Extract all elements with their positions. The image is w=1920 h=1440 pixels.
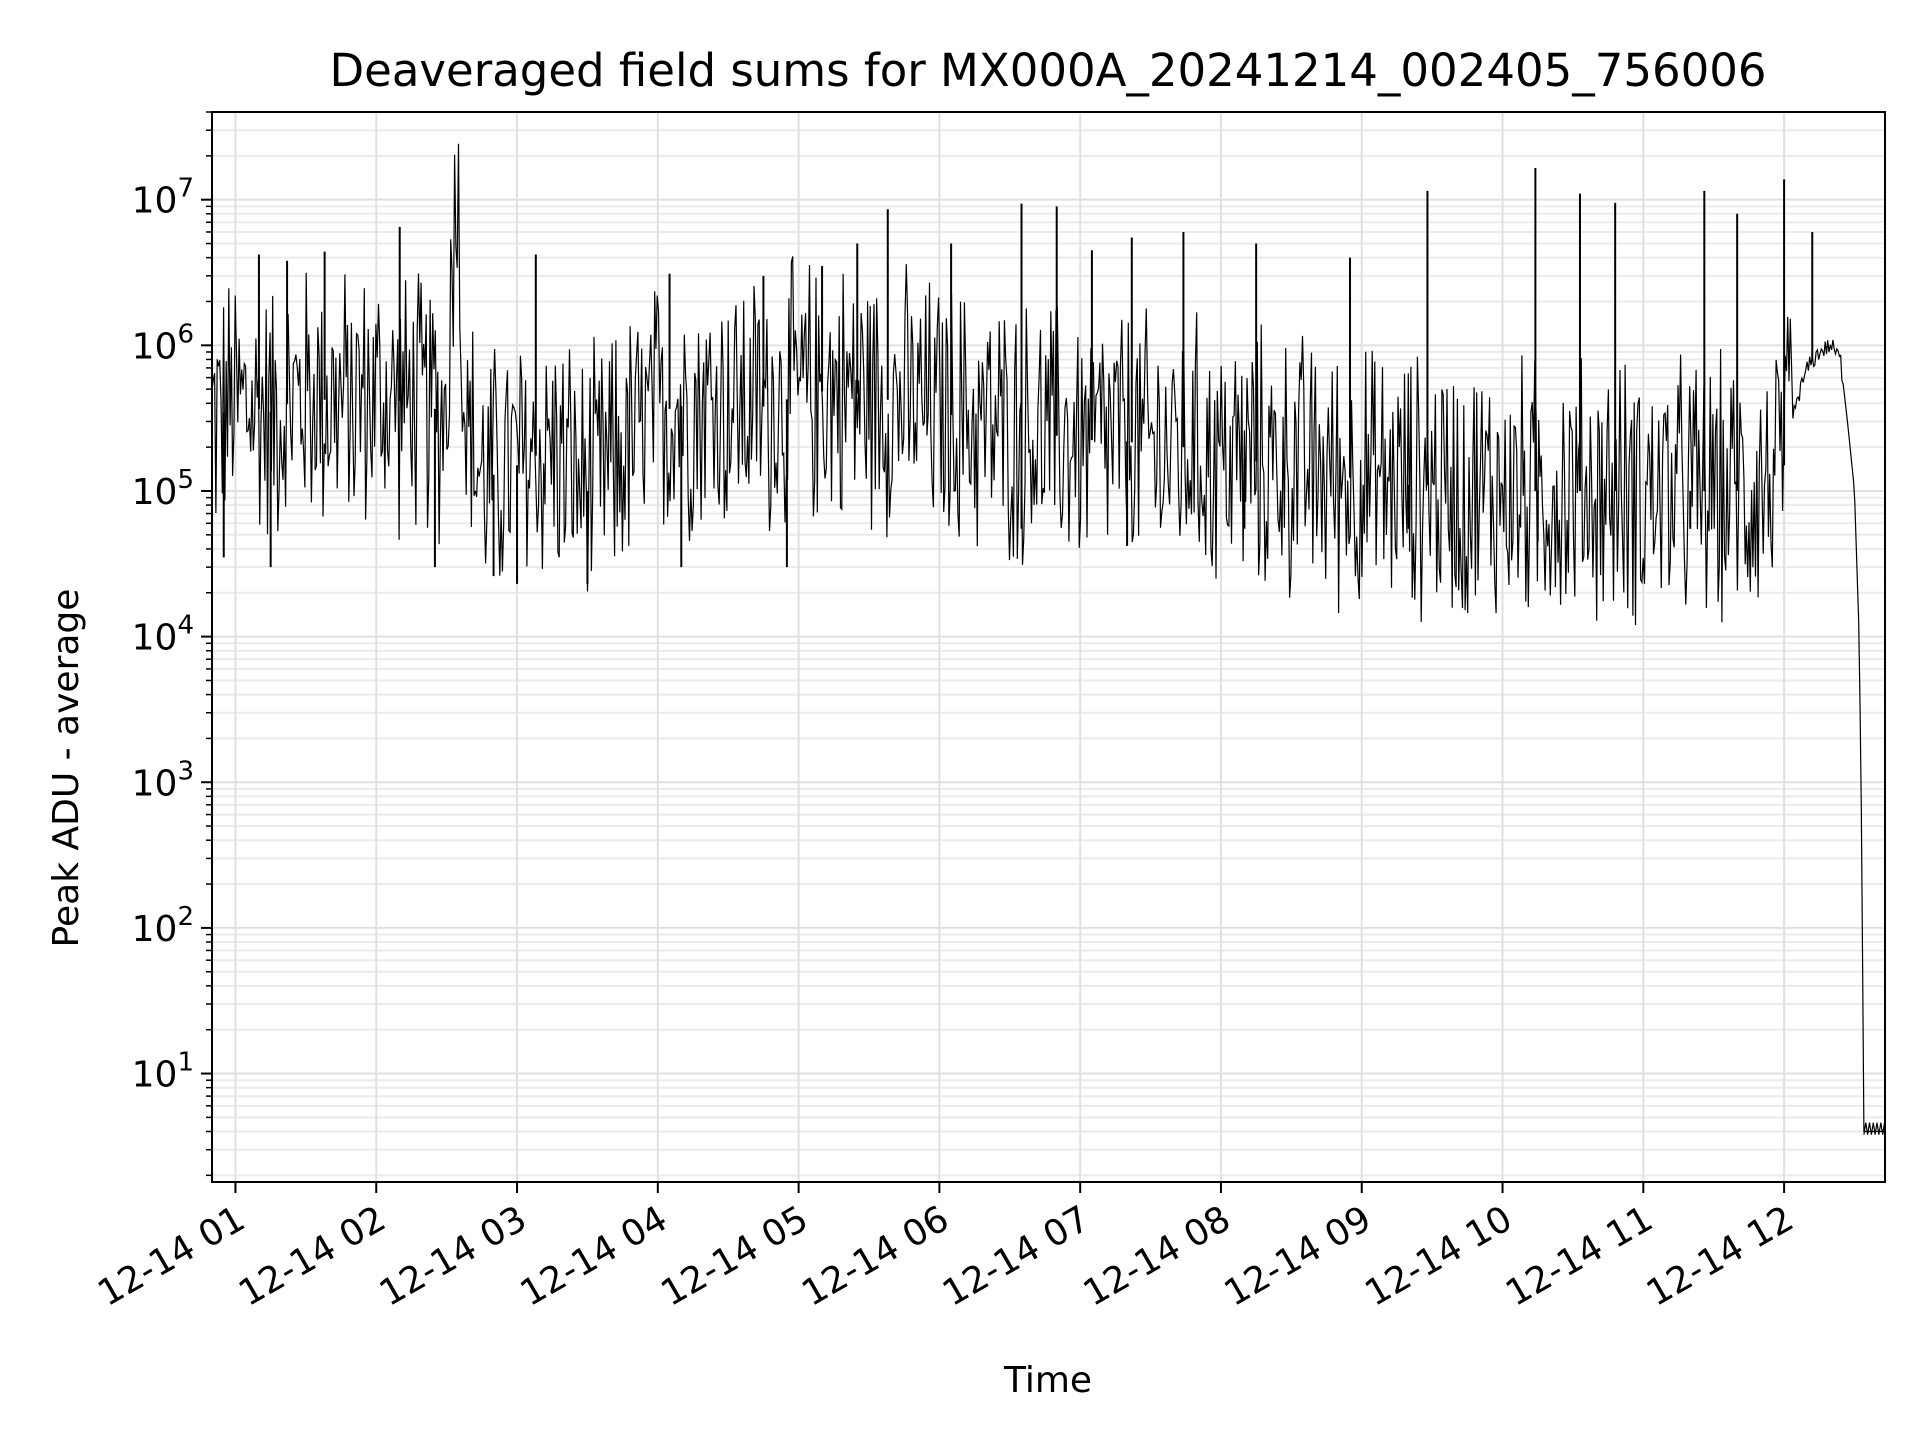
series-tail xyxy=(1863,1122,1885,1135)
series-line xyxy=(212,143,1885,1133)
plot-frame xyxy=(211,111,1886,1183)
y-tick-label: 107 xyxy=(132,174,194,222)
y-tick-label: 105 xyxy=(132,465,194,513)
chart-title: Deaveraged field sums for MX000A_2024121… xyxy=(330,44,1767,97)
data-series xyxy=(212,143,1885,1135)
y-tick-label: 102 xyxy=(132,902,194,950)
y-axis-ticks: 101 102 103 104 105 106 107 xyxy=(132,111,212,1177)
x-axis-label: Time xyxy=(1003,1360,1092,1401)
y-axis-label: Peak ADU - average xyxy=(46,589,87,948)
y-tick-label: 106 xyxy=(132,319,194,367)
y-tick-label: 101 xyxy=(132,1048,194,1096)
y-tick-label: 104 xyxy=(132,611,194,659)
grid xyxy=(212,111,1885,1182)
y-tick-label: 103 xyxy=(132,756,194,804)
